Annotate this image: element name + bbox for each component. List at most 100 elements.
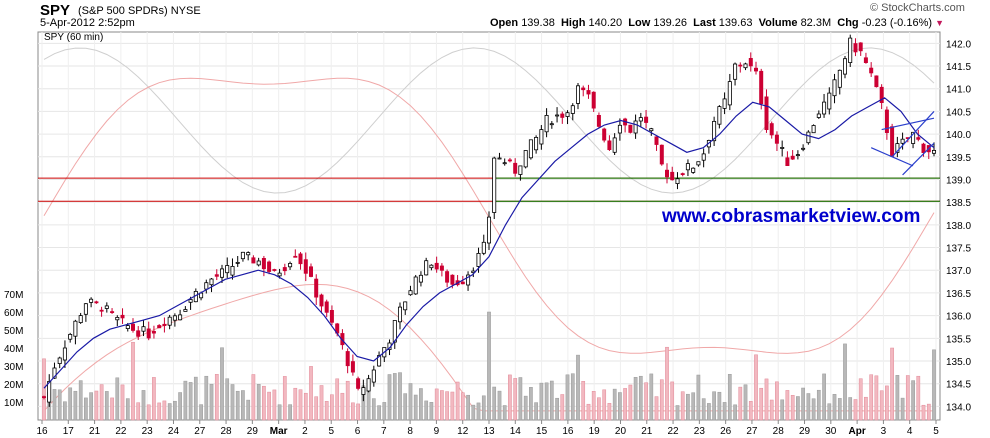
candle-body — [235, 261, 240, 264]
candle-body — [356, 378, 361, 389]
volume-bar — [104, 391, 109, 421]
pattern-trendline — [870, 147, 914, 167]
x-tick-label: Mar — [270, 426, 288, 437]
volume-bar — [309, 366, 313, 421]
volume-tick-label: 30M — [4, 362, 23, 373]
candle-body — [136, 330, 141, 337]
volume-bar — [701, 398, 706, 421]
volume-bar — [544, 382, 549, 421]
candle-body — [246, 252, 251, 256]
volume-bar — [649, 373, 654, 421]
candle-body — [696, 161, 701, 166]
candle-body — [450, 274, 455, 285]
candle-body — [110, 311, 115, 314]
brand-label: © StockCharts.com — [870, 2, 965, 14]
volume-bar — [801, 387, 805, 421]
candle-body — [397, 306, 402, 323]
candle-body — [418, 274, 423, 283]
candle-body — [94, 301, 99, 304]
x-tick-label: 26 — [720, 426, 732, 437]
candle-body — [78, 315, 83, 324]
candle-body — [722, 98, 727, 109]
candle-body — [350, 361, 355, 373]
candle-body — [738, 64, 743, 67]
x-tick-label: 29 — [799, 426, 811, 437]
x-tick-label: 4 — [907, 426, 913, 437]
candle-body — [576, 85, 581, 104]
candle-body — [748, 58, 753, 67]
volume-bar — [335, 378, 340, 421]
candle-body — [874, 75, 879, 88]
candle-body — [717, 106, 722, 125]
candle-body — [649, 128, 654, 132]
volume-bar — [382, 402, 387, 421]
candle-body — [712, 121, 717, 142]
volume-bar — [738, 386, 743, 421]
candle-body — [665, 169, 670, 178]
candle-body — [900, 138, 905, 144]
x-tick-label: 27 — [194, 426, 206, 437]
x-tick-label: 8 — [407, 426, 413, 437]
candle-body — [366, 378, 371, 392]
volume-bar — [152, 377, 156, 421]
candle-body — [288, 262, 293, 268]
x-tick-label: 17 — [63, 426, 75, 437]
candle-body — [843, 58, 848, 75]
volume-bar — [63, 401, 67, 421]
volume-bar — [136, 402, 141, 421]
price-tick-label: 142.0 — [946, 39, 971, 50]
candle-body — [539, 129, 544, 145]
price-tick-label: 139.5 — [946, 153, 971, 164]
candle-body — [795, 154, 800, 157]
volume-bar — [324, 401, 329, 421]
volume-bar — [597, 397, 601, 421]
x-tick-label: 29 — [247, 426, 259, 437]
high-value: 140.20 — [588, 17, 623, 29]
candle-body — [670, 171, 675, 181]
volume-bar — [659, 379, 664, 421]
candle-body — [869, 67, 874, 74]
volume-bar — [576, 354, 580, 421]
volume-bar — [769, 399, 774, 421]
candle-body — [785, 157, 790, 167]
candle-body — [644, 116, 649, 123]
volume-bar — [549, 380, 554, 421]
candle-body — [282, 267, 287, 272]
candle-body — [555, 114, 560, 117]
price-tick-label: 135.0 — [946, 357, 971, 368]
x-tick-label: 2 — [302, 426, 308, 437]
candle-body — [895, 143, 900, 153]
x-tick-label: 12 — [457, 426, 469, 437]
volume-bar — [398, 372, 402, 421]
candle-body — [607, 140, 612, 150]
volume-bar — [392, 373, 397, 421]
volume-bar — [73, 390, 78, 421]
candle-body — [628, 124, 633, 133]
volume-bar — [832, 394, 837, 421]
volume-bar — [680, 391, 685, 421]
volume-bar — [874, 375, 879, 421]
volume-bar — [748, 401, 753, 421]
candle-body — [827, 92, 832, 110]
candle-body — [863, 57, 868, 63]
volume-bar — [612, 388, 617, 421]
volume-bar — [644, 382, 648, 421]
volume-bar — [262, 385, 266, 421]
x-tick-label: 16 — [562, 426, 574, 437]
volume-bar — [827, 403, 832, 421]
candle-body — [57, 357, 62, 364]
candle-body — [486, 216, 491, 244]
volume-bar — [796, 396, 800, 421]
candle-body — [104, 305, 109, 309]
volume-bar — [131, 341, 135, 421]
volume-bar — [837, 398, 842, 421]
candle-body — [518, 165, 523, 175]
candle-body — [115, 316, 120, 321]
price-tick-label: 140.0 — [946, 130, 971, 141]
candle-body — [497, 157, 502, 160]
candle-body — [303, 259, 308, 274]
candle-body — [73, 320, 78, 337]
candle-body — [853, 43, 858, 53]
candle-body — [685, 163, 690, 171]
volume-bar — [487, 311, 491, 421]
